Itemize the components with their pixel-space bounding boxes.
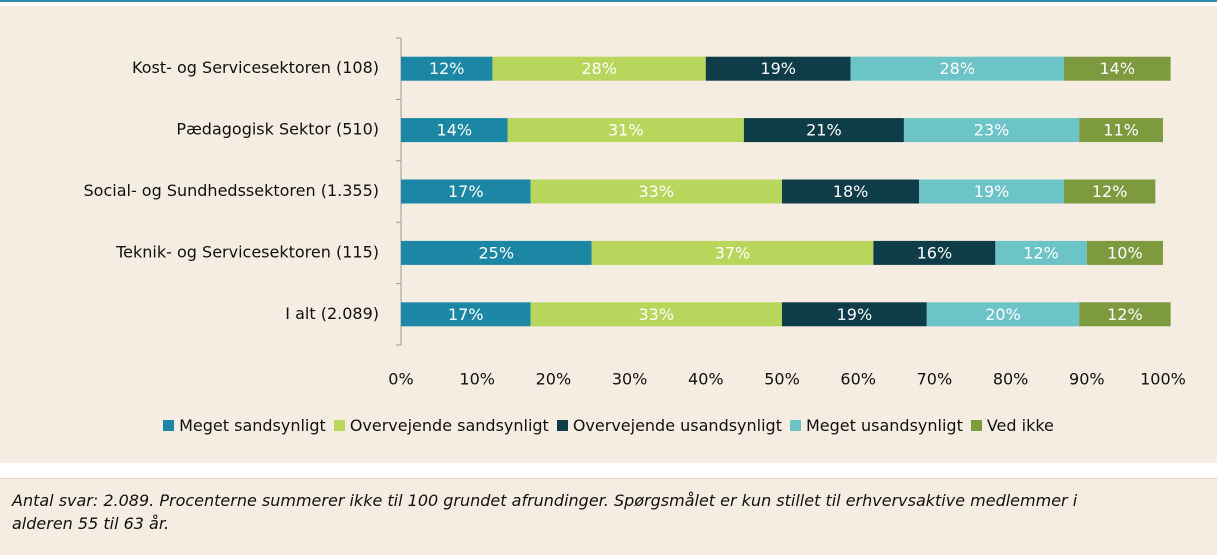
category-label: I alt (2.089) [285,304,379,323]
bar-segment [926,302,1080,327]
x-tick-label: 90% [1069,370,1105,389]
bar-segment [873,240,996,265]
bar-segment [401,302,531,327]
value-label: 16% [917,243,953,262]
bar-segment [401,240,592,265]
bar-segment [401,118,508,143]
legend-item: Meget sandsynligt [163,416,326,435]
bar-segment [705,56,851,81]
legend-swatch [333,420,345,431]
value-label: 14% [1099,59,1135,78]
x-tick-label: 70% [917,370,953,389]
legend: Meget sandsynligt Overvejende sandsynligt… [0,416,1217,435]
value-label: 17% [448,305,484,324]
chart-panel [0,6,1217,463]
bar-segment [903,118,1080,143]
bar-segment [850,56,1064,81]
bar-segment [492,56,706,81]
bar-segment [1079,302,1171,327]
bar-segment [782,302,927,327]
legend-swatch [163,420,175,431]
value-label: 19% [974,182,1010,201]
x-tick-label: 20% [536,370,572,389]
bar-segment [782,179,920,204]
legend-item: Ved ikke [970,416,1054,435]
value-label: 12% [1092,182,1128,201]
value-label: 23% [974,121,1010,140]
legend-swatch [789,420,801,431]
x-tick-label: 80% [993,370,1029,389]
value-label: 37% [715,243,751,262]
bar-segment [530,302,782,327]
legend-item: Overvejende sandsynligt [333,416,549,435]
bar-segment [1063,179,1156,204]
bar-segment [743,118,904,143]
value-label: 19% [837,305,873,324]
note: Antal svar: 2.089. Procenterne summerer … [12,491,1078,533]
value-label: 18% [833,182,869,201]
legend-label: Overvejende usandsynligt [572,416,782,435]
category-label: Teknik- og Servicesektoren (115) [115,242,379,261]
bar-segment [1063,56,1171,81]
bar-segment [919,179,1064,204]
x-tick-label: 60% [840,370,876,389]
category-label: Kost- og Servicesektoren (108) [132,58,379,77]
value-label: 33% [638,182,674,201]
bar-segment [530,179,782,204]
value-label: 14% [437,121,473,140]
x-tick-label: 0% [388,370,413,389]
category-label: Pædagogisk Sektor (510) [176,120,379,139]
footer: Antal svar: 2.089. Procenterne summerer … [0,478,1217,555]
x-tick-label: 30% [612,370,648,389]
bar-segment [1079,118,1163,143]
value-label: 21% [806,121,842,140]
value-label: 11% [1103,121,1139,140]
bar-segment [1086,240,1163,265]
value-label: 28% [939,59,975,78]
legend-item: Overvejende usandsynligt [556,416,782,435]
bar-segment [401,56,493,81]
value-label: 12% [429,59,465,78]
legend-label: Meget sandsynligt [179,416,326,435]
legend-label: Ved ikke [986,416,1054,435]
bar-segment [507,118,744,143]
x-tick-label: 10% [459,370,495,389]
value-label: 12% [1023,243,1059,262]
value-label: 28% [581,59,617,78]
value-label: 31% [608,121,644,140]
legend-label: Meget usandsynligt [805,416,963,435]
legend-swatch [970,420,982,431]
bar-segment [401,179,531,204]
x-tick-label: 40% [688,370,724,389]
top-rule [0,0,1217,2]
category-label: Social- og Sundhedssektoren (1.355) [84,181,380,200]
value-label: 19% [760,59,796,78]
value-label: 20% [985,305,1021,324]
bar-segment [995,240,1087,265]
bar-segment [591,240,874,265]
legend-label: Overvejende sandsynligt [349,416,549,435]
value-label: 17% [448,182,484,201]
legend-item: Meget usandsynligt [789,416,963,435]
chart: 0% 10% 20% 30% 40% 50% 60% 70% 80% 90% 100% Kost- o… [84,37,1186,389]
x-tick-label: 50% [764,370,800,389]
value-label: 33% [638,305,674,324]
value-label: 12% [1107,305,1143,324]
x-tick-label: 100% [1140,370,1186,389]
value-label: 10% [1107,243,1143,262]
value-label: 25% [478,243,514,262]
legend-swatch [556,420,568,431]
